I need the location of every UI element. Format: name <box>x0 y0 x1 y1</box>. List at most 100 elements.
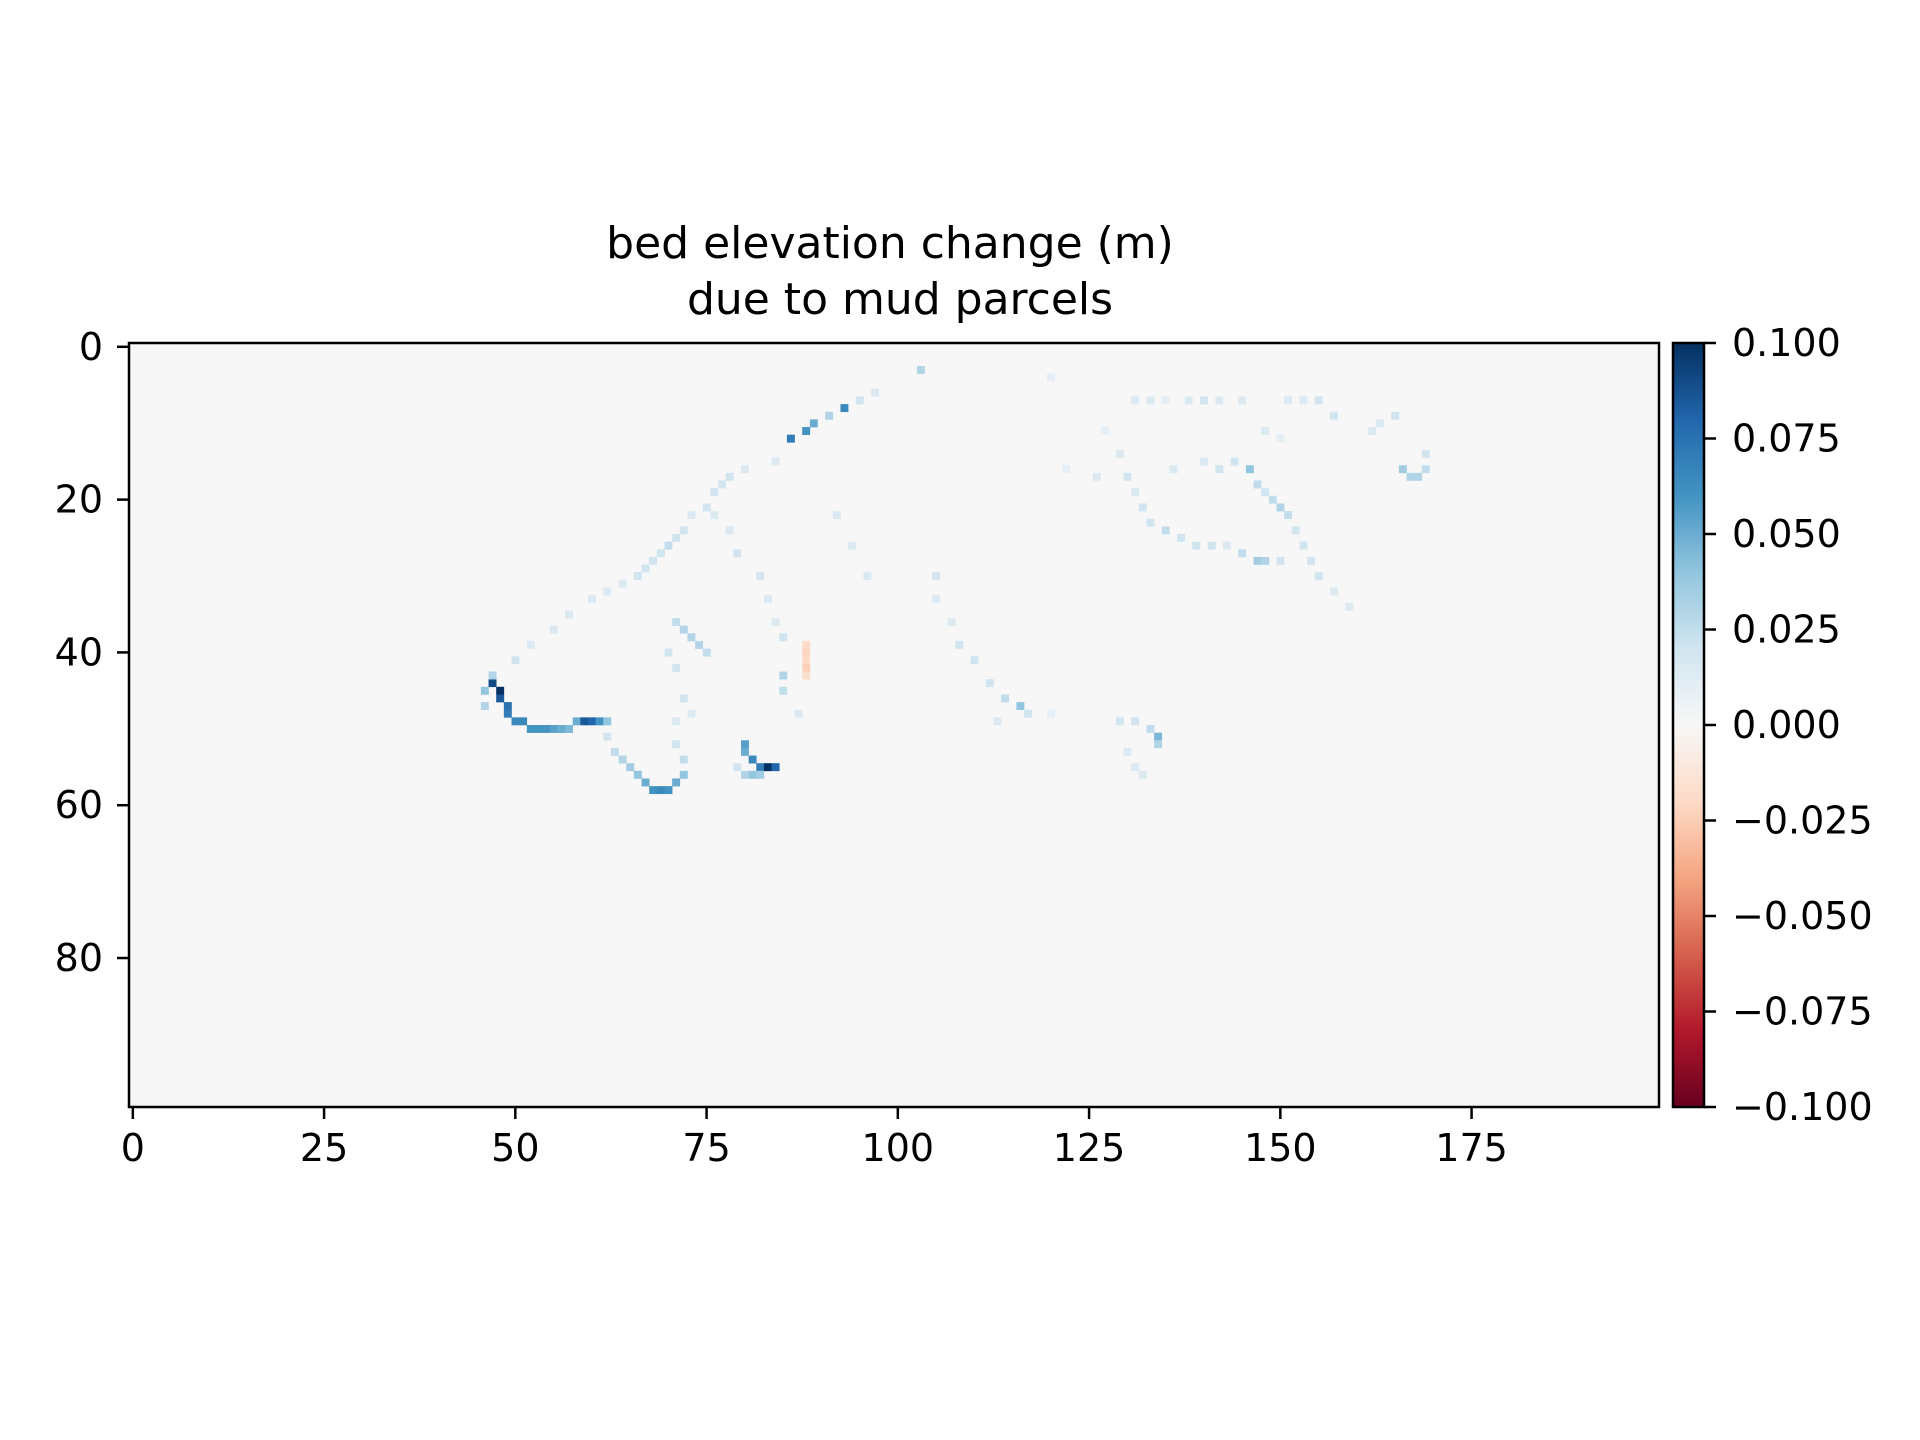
heatmap-cell <box>771 457 780 466</box>
heatmap-cell <box>1131 763 1140 772</box>
heatmap-cell <box>1154 732 1163 741</box>
heatmap-cell <box>802 648 811 657</box>
heatmap-cell <box>1131 396 1140 405</box>
heatmap-cell <box>702 503 711 512</box>
heatmap-cell <box>534 725 543 733</box>
heatmap-cell <box>1016 702 1025 711</box>
heatmap-cell <box>1200 396 1208 405</box>
heatmap-cell <box>1391 411 1400 420</box>
heatmap-cell <box>725 526 734 535</box>
heatmap-cell <box>633 572 642 581</box>
heatmap-cell <box>1123 747 1132 756</box>
heatmap-cell <box>603 587 612 596</box>
heatmap-cell <box>1047 709 1055 718</box>
heatmap-cell <box>832 511 841 520</box>
chart-title: bed elevation change (m) due to mud parc… <box>606 218 1174 325</box>
heatmap-cell <box>526 725 535 733</box>
heatmap-cell <box>641 564 650 573</box>
heatmap-cell <box>916 365 925 374</box>
heatmap-cell <box>771 763 780 772</box>
heatmap-cell <box>679 625 688 634</box>
heatmap-cell <box>756 572 765 581</box>
heatmap-cell <box>549 625 558 634</box>
colorbar-tick-label: 0.075 <box>1732 417 1841 461</box>
heatmap-cell <box>1200 457 1208 466</box>
heatmap-cell <box>1131 488 1140 497</box>
heatmap-cell <box>932 572 941 581</box>
heatmap-cell <box>802 427 811 435</box>
x-tick-label: 150 <box>1244 1126 1317 1170</box>
heatmap-cell <box>1238 396 1247 405</box>
x-tick-label: 100 <box>862 1126 935 1170</box>
heatmap-cell <box>687 511 696 520</box>
heatmap-cell <box>1184 396 1193 405</box>
heatmap-cell <box>771 618 780 626</box>
heatmap-cell <box>1368 427 1377 435</box>
heatmap-cell <box>1276 556 1285 565</box>
heatmap-cell <box>794 709 803 718</box>
heatmap-cell <box>1421 449 1430 458</box>
heatmap-cell <box>1276 503 1285 512</box>
heatmap-cell <box>1177 534 1185 542</box>
heatmap-cell <box>756 763 765 772</box>
heatmap-cell <box>1207 541 1216 550</box>
heatmap-cell <box>1154 740 1163 749</box>
y-tick-label: 0 <box>79 325 103 369</box>
heatmap-cell <box>1307 556 1316 565</box>
heatmap-cell <box>664 786 673 795</box>
heatmap-cell <box>725 472 734 481</box>
heatmap-cell <box>763 763 772 772</box>
heatmap-cell <box>1192 541 1201 550</box>
heatmap-cell <box>511 656 520 665</box>
y-tick-label: 20 <box>55 478 103 522</box>
heatmap-cell <box>503 709 512 718</box>
heatmap-cell <box>580 717 589 726</box>
heatmap-cell <box>496 686 505 695</box>
chart-title-line-1: bed elevation change (m) <box>606 218 1174 269</box>
heatmap-cell <box>618 579 627 588</box>
heatmap-cell <box>779 633 788 642</box>
colorbar-tick-label: −0.025 <box>1732 799 1873 843</box>
heatmap-cell <box>1291 526 1300 535</box>
heatmap-cell <box>1421 465 1430 474</box>
heatmap-cell <box>863 572 872 581</box>
x-tick-label: 0 <box>121 1126 145 1170</box>
heatmap-cell <box>588 595 596 604</box>
heatmap-cell <box>710 488 719 497</box>
colorbar-tick-label: −0.075 <box>1732 990 1873 1034</box>
heatmap-cell <box>855 396 864 405</box>
heatmap-cell <box>748 770 757 779</box>
heatmap-cell <box>633 770 642 779</box>
heatmap-cell <box>480 702 489 711</box>
heatmap-cell <box>802 656 811 665</box>
heatmap-cell <box>1314 396 1323 405</box>
heatmap-cell <box>1299 541 1308 550</box>
heatmap-cell <box>488 679 497 688</box>
heatmap-cell <box>1024 709 1032 718</box>
heatmap-cell <box>710 511 719 520</box>
heatmap-cell <box>672 618 681 626</box>
heatmap-cell <box>664 648 673 657</box>
heatmap-cell <box>565 725 573 733</box>
plot-frame <box>127 341 1661 1109</box>
heatmap-cell <box>519 717 528 726</box>
heatmap-cell <box>1268 495 1277 504</box>
heatmap-cell <box>802 640 811 649</box>
heatmap-cell <box>1261 427 1270 435</box>
heatmap-cell <box>1245 465 1254 474</box>
colorbar-tick-label: 0.025 <box>1732 608 1841 652</box>
heatmap-cell <box>610 747 619 756</box>
heatmap-cell <box>1261 488 1270 497</box>
heatmap-cell <box>741 740 749 749</box>
heatmap-cell <box>1138 770 1147 779</box>
heatmap-cell <box>618 755 627 764</box>
heatmap-cell <box>1398 465 1407 474</box>
heatmap-cell <box>993 717 1002 726</box>
heatmap-cell <box>1161 396 1170 405</box>
heatmap-cell <box>1115 717 1124 726</box>
heatmap-cell <box>786 434 795 443</box>
heatmap-cell <box>825 411 834 420</box>
heatmap-cell <box>603 717 612 726</box>
heatmap-cells <box>480 365 1430 795</box>
